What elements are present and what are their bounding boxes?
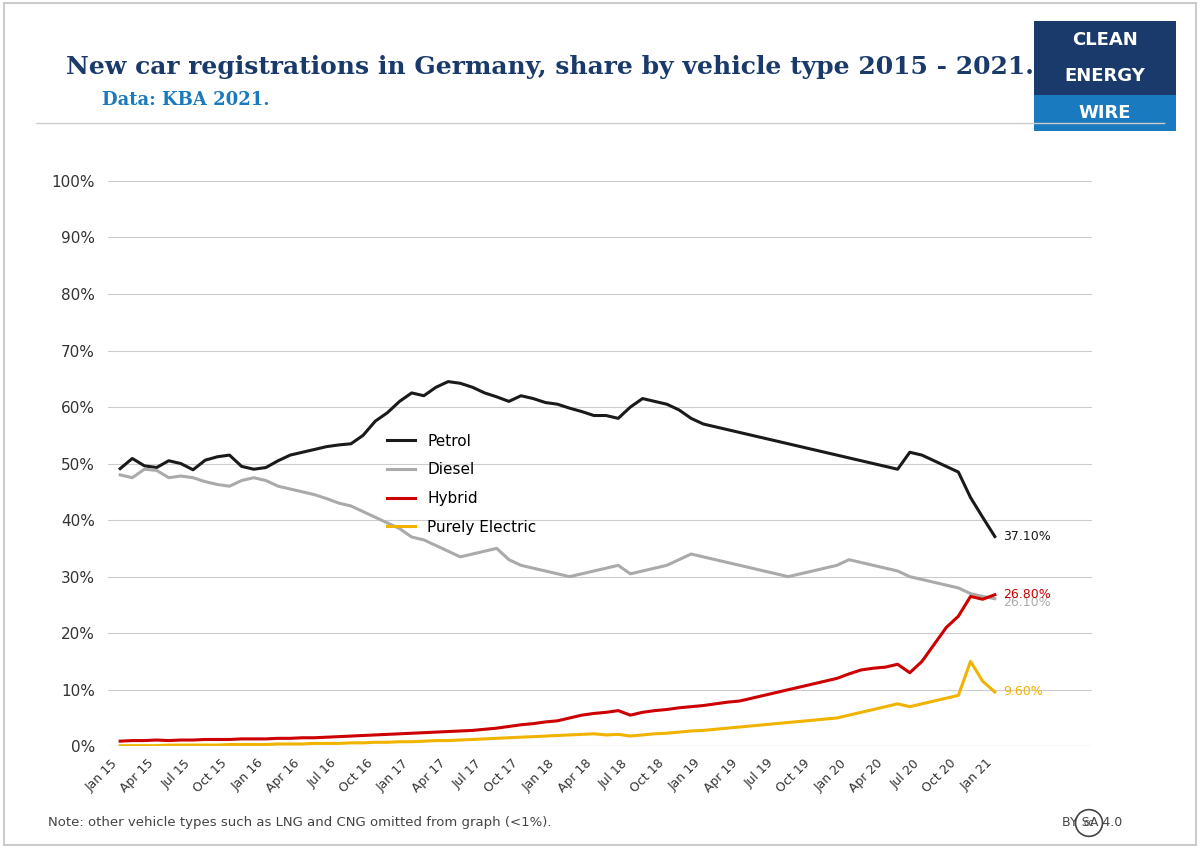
Text: cc: cc	[1084, 818, 1094, 828]
Text: BY SA 4.0: BY SA 4.0	[1062, 817, 1122, 829]
Text: 37.10%: 37.10%	[1003, 530, 1051, 543]
Text: Data: KBA 2021.: Data: KBA 2021.	[102, 91, 270, 109]
Text: 9.60%: 9.60%	[1003, 685, 1043, 699]
Text: New car registrations in Germany, share by vehicle type 2015 - 2021.: New car registrations in Germany, share …	[66, 55, 1034, 79]
Legend: Petrol, Diesel, Hybrid, Purely Electric: Petrol, Diesel, Hybrid, Purely Electric	[382, 427, 542, 541]
Text: ENERGY: ENERGY	[1064, 67, 1146, 86]
Text: 26.10%: 26.10%	[1003, 596, 1051, 610]
Text: Note: other vehicle types such as LNG and CNG omitted from graph (<1%).: Note: other vehicle types such as LNG an…	[48, 817, 552, 829]
Text: CLEAN: CLEAN	[1073, 31, 1138, 48]
Text: WIRE: WIRE	[1079, 104, 1132, 122]
Text: 26.80%: 26.80%	[1003, 589, 1051, 601]
